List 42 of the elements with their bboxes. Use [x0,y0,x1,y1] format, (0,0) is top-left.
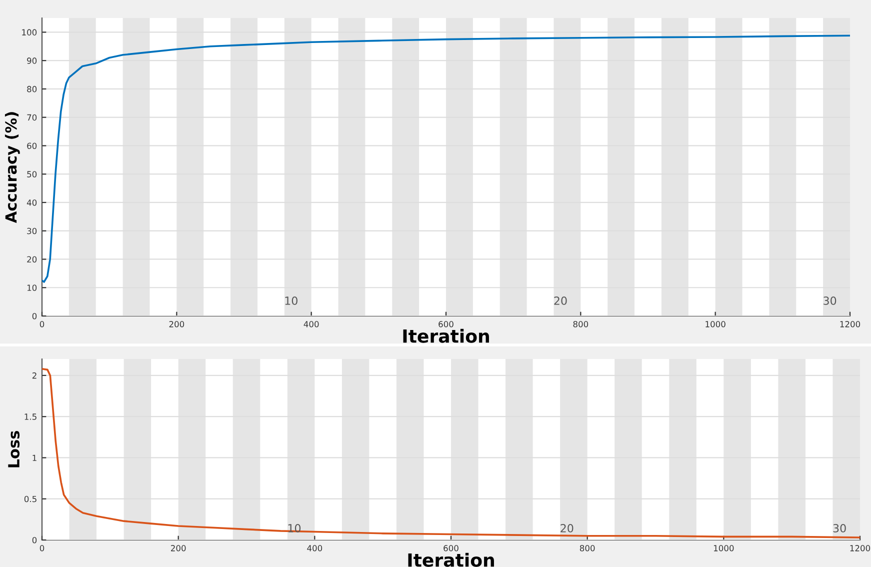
annotation: 20 [554,296,567,305]
line-series [42,368,860,538]
y-tick-label: 50 [27,171,37,178]
y-tick-label: 1.5 [24,414,36,420]
x-axis-title: Iteration [408,552,494,567]
x-axis-title: Iteration [403,328,489,343]
y-tick-label: 30 [27,228,37,234]
annotation: 10 [288,524,301,532]
annotation: 10 [285,296,298,305]
x-tick-label: 0 [40,545,44,552]
annotation: 20 [560,524,574,532]
x-tick-label: 400 [304,321,319,328]
y-tick-label: 20 [27,256,37,263]
y-tick-label: 0.5 [24,496,36,502]
x-tick-label: 1000 [706,321,726,328]
annotation: 30 [824,296,836,305]
y-tick-label: 0 [32,312,37,320]
x-tick-label: 200 [169,321,184,328]
y-tick-label: 70 [27,114,37,121]
y-tick-label: 0 [32,536,37,544]
x-tick-label: 0 [40,321,44,328]
y-axis-title: Loss [8,431,20,468]
y-tick-label: 40 [26,199,37,206]
x-tick-label: 800 [580,545,595,552]
annotation: 30 [833,524,846,532]
line-series [42,34,850,283]
y-tick-label: 1 [32,454,36,461]
y-tick-label: 80 [27,86,37,92]
y-tick-label: 10 [27,284,37,291]
x-tick-label: 1200 [840,321,860,328]
y-tick-label: 100 [22,29,37,36]
y-axis-title: Accuracy (%) [4,112,20,224]
y-tick-label: 60 [27,142,37,149]
x-tick-label: 400 [307,545,322,552]
x-tick-label: 200 [170,545,186,552]
x-tick-label: 600 [444,545,458,552]
x-tick-label: 1200 [850,545,870,552]
y-tick-label: 2 [32,372,36,379]
x-tick-label: 1000 [714,545,734,552]
y-tick-label: 90 [27,58,37,64]
x-tick-label: 600 [438,321,454,328]
x-tick-label: 800 [573,321,588,328]
